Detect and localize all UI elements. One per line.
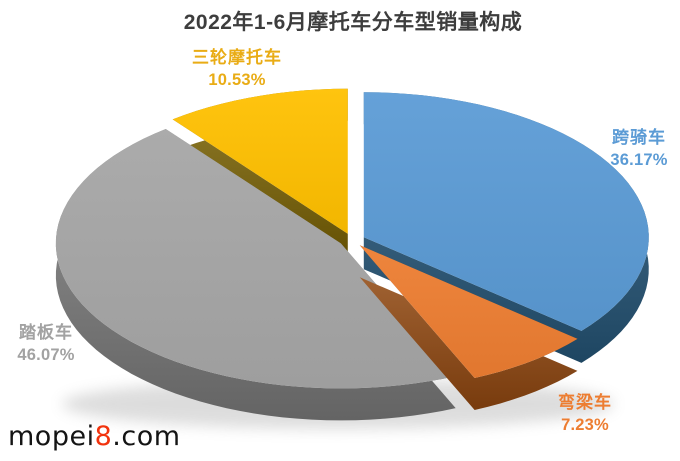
label-underbone-motorcycle: 弯梁车 7.23% [558,392,612,436]
pie-slice-three-wheel-motorcycle [172,88,348,234]
label-straddle-motorcycle: 跨骑车 36.17% [610,127,667,171]
slice-percent-straddle: 36.17% [610,151,668,169]
slice-percent-tricycle: 10.53% [208,71,266,89]
slice-name-underbone: 弯梁车 [558,393,612,412]
pie-slice-scooter [55,128,456,389]
slice-name-tricycle: 三轮摩托车 [192,48,282,67]
slice-name-scooter: 踏板车 [18,323,73,342]
label-three-wheel-motorcycle: 三轮摩托车 10.53% [192,47,282,91]
chart-title: 2022年1-6月摩托车分车型销量构成 [183,11,523,34]
slice-percent-scooter: 46.07% [17,346,75,364]
pie-slice-underbone-motorcycle [359,245,578,379]
watermark-number: 8 [94,421,113,452]
watermark-prefix: mopei [8,421,95,452]
watermark-suffix: .com [112,421,181,452]
label-scooter: 踏板车 46.07% [17,322,74,366]
pie-slice-side-scooter [55,128,456,421]
slice-percent-underbone: 7.23% [561,416,609,434]
slice-name-straddle: 跨骑车 [611,128,666,147]
pie-slice-straddle-motorcycle [363,92,649,331]
watermark: mopei8.com [8,421,181,452]
